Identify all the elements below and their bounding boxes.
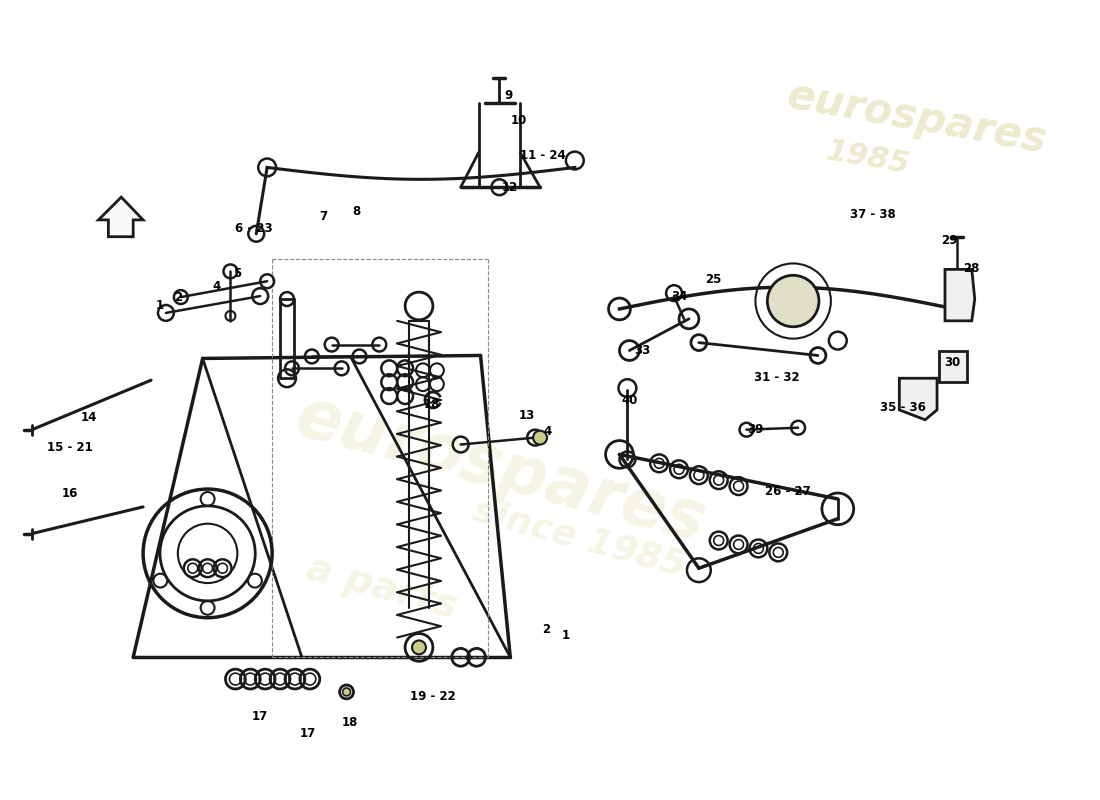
Text: since 1985: since 1985 — [470, 494, 690, 583]
Text: 1: 1 — [562, 629, 570, 642]
Text: 39: 39 — [747, 423, 763, 436]
Text: 1985: 1985 — [823, 136, 912, 179]
Text: 40: 40 — [621, 394, 638, 406]
Text: 15 - 21: 15 - 21 — [47, 441, 92, 454]
Polygon shape — [939, 350, 967, 382]
Text: 14: 14 — [80, 411, 97, 424]
Text: 30: 30 — [944, 356, 960, 369]
Text: 7: 7 — [320, 210, 328, 223]
Text: 33: 33 — [635, 344, 650, 357]
Text: 26 - 27: 26 - 27 — [766, 485, 811, 498]
Text: 2: 2 — [542, 623, 550, 636]
Text: 35 - 36: 35 - 36 — [880, 402, 926, 414]
Text: 19 - 22: 19 - 22 — [410, 690, 455, 703]
Text: 18: 18 — [341, 716, 358, 729]
Polygon shape — [98, 197, 143, 237]
Text: 1: 1 — [156, 299, 164, 313]
Text: 37 - 38: 37 - 38 — [849, 209, 895, 222]
Text: 4: 4 — [212, 280, 221, 293]
Text: 10: 10 — [512, 114, 527, 127]
Circle shape — [412, 641, 426, 654]
Text: 11 - 24: 11 - 24 — [520, 149, 565, 162]
Text: 29: 29 — [940, 234, 957, 247]
Text: 16: 16 — [62, 486, 78, 499]
Text: 12: 12 — [503, 181, 518, 194]
Text: eurospares: eurospares — [288, 383, 713, 556]
Text: 18: 18 — [424, 398, 440, 411]
Text: 13: 13 — [519, 410, 536, 422]
Text: 8: 8 — [352, 206, 361, 218]
Text: eurospares: eurospares — [784, 74, 1050, 162]
Polygon shape — [900, 378, 937, 420]
Text: 5: 5 — [233, 267, 242, 280]
Text: 2: 2 — [174, 290, 182, 303]
Text: 6 - 23: 6 - 23 — [235, 222, 273, 235]
Text: 4: 4 — [543, 425, 552, 438]
Polygon shape — [945, 270, 975, 321]
Circle shape — [534, 430, 547, 445]
Circle shape — [768, 275, 818, 326]
Text: a parts: a parts — [301, 550, 461, 626]
Text: 17: 17 — [252, 710, 268, 723]
Text: 17: 17 — [299, 727, 316, 740]
Text: 9: 9 — [504, 89, 513, 102]
Text: 31 - 32: 31 - 32 — [755, 370, 800, 384]
Circle shape — [342, 688, 351, 696]
Text: 25: 25 — [705, 273, 722, 286]
Text: 28: 28 — [964, 262, 980, 275]
Text: 34: 34 — [671, 290, 688, 302]
